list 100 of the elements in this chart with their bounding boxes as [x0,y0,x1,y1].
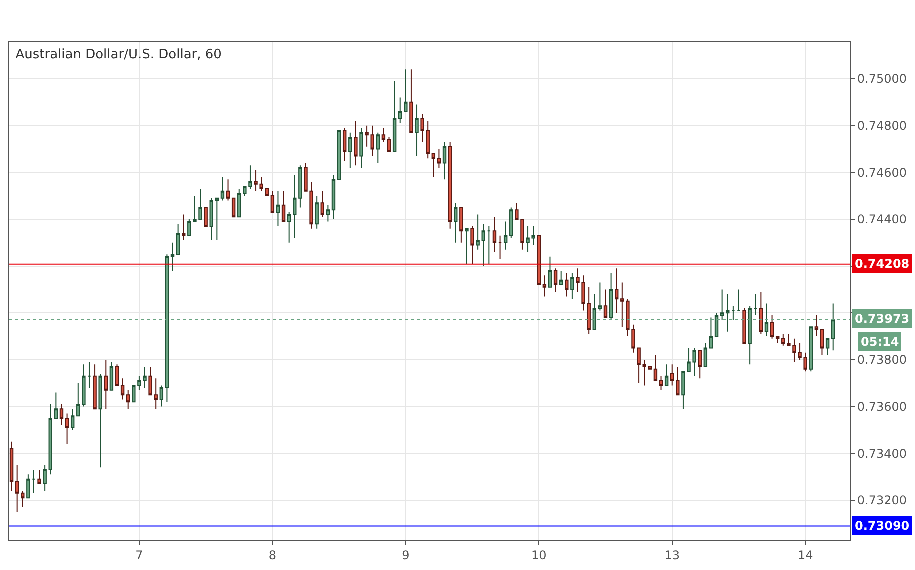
candlestick [754,294,758,316]
text: Australian Dollar/U.S. Dollar, 60 [16,48,222,63]
candlestick [820,329,824,356]
candlestick [265,188,269,197]
candlestick [348,132,352,168]
y-tick-label: 0.73800 [857,353,908,368]
x-tick-label: 13 [664,548,680,562]
candlestick [460,207,464,244]
candlestick [148,366,152,396]
candlestick [648,366,652,370]
candlestick [642,359,646,386]
candlestick [465,228,469,264]
candlestick [182,214,186,242]
x-tick-label: 9 [402,548,410,562]
candlestick [542,275,547,298]
y-tick-label: 0.73200 [857,494,908,508]
candlestick [392,80,397,152]
candlestick [10,441,14,492]
candlestick [454,202,458,244]
text: 05:14 [861,335,900,349]
candlestick [437,148,442,168]
candlestick [426,120,430,160]
candlestick [93,364,97,410]
candlestick [654,354,658,382]
candlestick [110,362,114,391]
candlestick [104,359,108,410]
candlestick [504,221,508,250]
candlestick [398,97,402,124]
candlestick [48,404,52,476]
candlestick [88,362,92,389]
candlestick [226,179,230,202]
candlestick [470,226,474,264]
candlestick [814,314,819,338]
candlestick [698,350,702,380]
candlestick [554,268,558,293]
candlestick [43,464,47,492]
candlestick [676,366,680,396]
candlestick [492,216,497,253]
candlestick [742,308,746,344]
candlestick [376,132,380,164]
candlestick [65,413,70,445]
candlestick [360,128,364,168]
candlestick [160,385,164,408]
candlestick [432,153,436,178]
candlestick [737,289,741,312]
candlestick [32,469,36,494]
candlestick [210,198,214,242]
candlestick [442,142,447,180]
candlestick [604,289,608,318]
candlestick [276,190,280,227]
candlestick [498,235,502,260]
candlestick [809,326,813,372]
candlestick [732,306,736,321]
x-tick-label: 8 [268,548,276,562]
candlestick [215,198,220,242]
candlestick [154,378,158,410]
candlestick [15,464,20,513]
candlestick [759,292,764,335]
x-tick-label: 7 [136,548,144,562]
candlestick [510,207,514,239]
candlestick [448,142,452,230]
candlestick [293,174,297,239]
candlestick [482,224,486,267]
ref-line-label: 0.73973 [855,312,910,326]
candlestick [382,128,386,143]
candlestick [570,272,574,300]
candlestick [704,343,708,368]
candlestick [38,469,42,485]
candlestick [410,69,414,134]
candlestick [220,176,225,202]
candlestick [326,204,330,222]
y-tick-label: 0.75000 [857,72,908,86]
candlestick [232,198,236,218]
candlestick [315,196,319,230]
candlestick [826,338,830,356]
candlestick [404,69,408,112]
candlestick [98,374,102,468]
candlestick [238,188,242,218]
candlestick [115,364,120,386]
candlestick [287,212,292,244]
candlestick [298,165,302,208]
candlestick [664,364,669,386]
y-tick-label: 0.74400 [857,212,908,227]
candlestick [770,314,774,340]
y-tick-label: 0.73400 [857,446,908,461]
candlestick [70,408,75,431]
candlestick [776,336,780,344]
candlestick [415,104,419,157]
candlestick [21,490,25,508]
candlestick [342,128,347,162]
candlestick [476,214,480,250]
candlestick [204,207,208,227]
ref-line-label: 0.73090 [855,519,910,533]
candlestick [598,282,602,312]
x-tick-label: 10 [532,548,547,562]
candlestick [659,376,664,391]
candlestick [559,270,564,286]
candlestick [332,174,336,220]
candlestick [354,120,358,166]
candlestick [565,272,569,298]
